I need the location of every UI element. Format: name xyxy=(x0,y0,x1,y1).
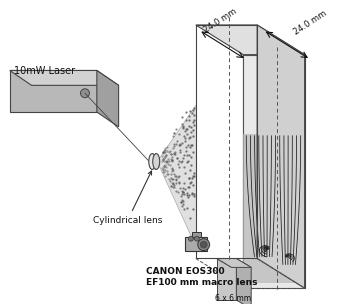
Bar xyxy=(192,232,201,237)
Polygon shape xyxy=(236,258,251,304)
Polygon shape xyxy=(97,71,119,127)
Ellipse shape xyxy=(149,154,156,169)
Polygon shape xyxy=(10,71,119,85)
Text: CANON EOS300: CANON EOS300 xyxy=(146,268,225,276)
Text: 24.0 mm: 24.0 mm xyxy=(202,7,239,35)
Text: 6 x 6 mm: 6 x 6 mm xyxy=(215,294,251,303)
Polygon shape xyxy=(216,258,236,300)
Bar xyxy=(185,237,207,250)
Circle shape xyxy=(194,236,199,241)
Polygon shape xyxy=(196,25,257,258)
Polygon shape xyxy=(243,134,304,283)
Polygon shape xyxy=(243,55,304,288)
Polygon shape xyxy=(216,258,251,268)
Circle shape xyxy=(188,236,193,241)
Polygon shape xyxy=(196,25,304,55)
Circle shape xyxy=(198,239,210,250)
Polygon shape xyxy=(157,104,197,249)
Circle shape xyxy=(200,241,207,248)
Polygon shape xyxy=(257,25,304,288)
Ellipse shape xyxy=(153,154,160,169)
Text: Cylindrical lens: Cylindrical lens xyxy=(93,171,162,225)
Polygon shape xyxy=(10,71,97,112)
Circle shape xyxy=(81,89,89,98)
Text: 24.0 mm: 24.0 mm xyxy=(292,9,328,37)
Text: 10mW Laser: 10mW Laser xyxy=(14,66,75,75)
Text: EF100 mm macro lens: EF100 mm macro lens xyxy=(146,278,258,287)
